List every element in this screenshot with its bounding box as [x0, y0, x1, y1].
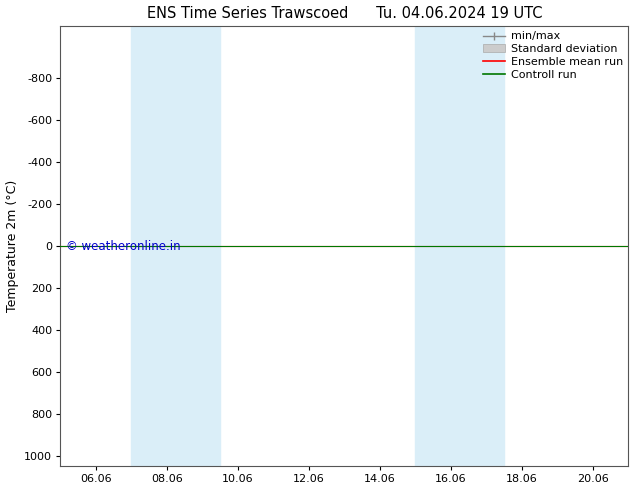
Bar	[415, 26, 504, 466]
Title: ENS Time Series Trawscoed      Tu. 04.06.2024 19 UTC: ENS Time Series Trawscoed Tu. 04.06.2024…	[146, 5, 542, 21]
Bar	[131, 26, 220, 466]
Text: © weatheronline.in: © weatheronline.in	[66, 240, 181, 252]
Legend: min/max, Standard deviation, Ensemble mean run, Controll run: min/max, Standard deviation, Ensemble me…	[479, 28, 626, 83]
Y-axis label: Temperature 2m (°C): Temperature 2m (°C)	[6, 180, 18, 312]
